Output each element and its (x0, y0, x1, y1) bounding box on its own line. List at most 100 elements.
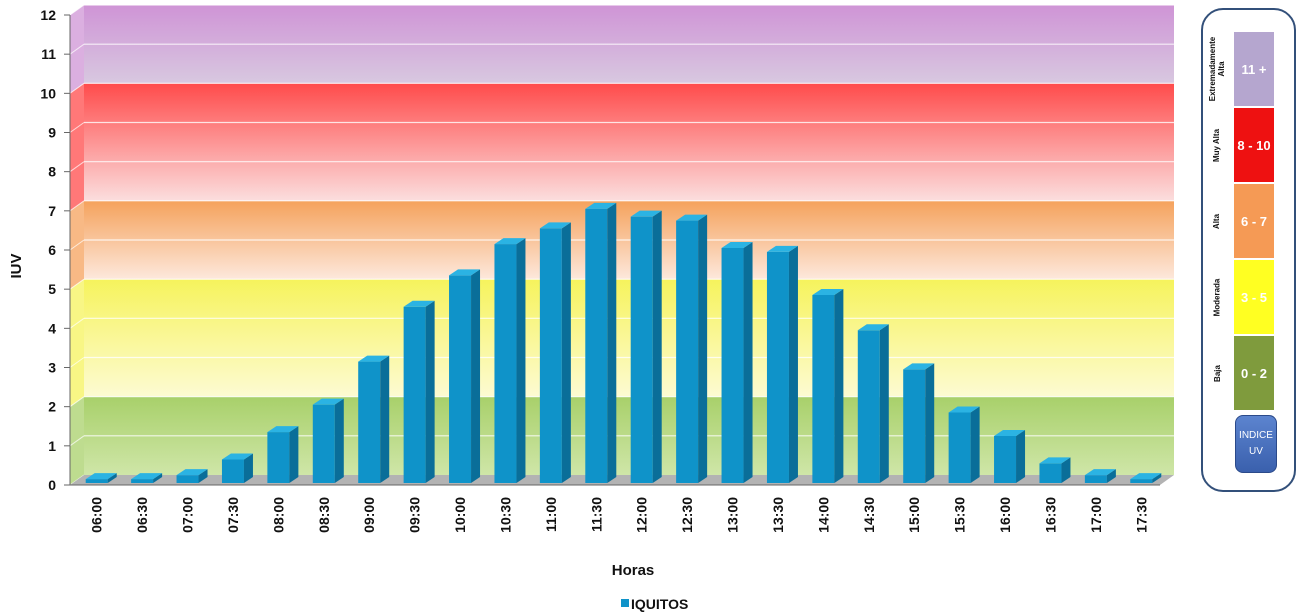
bar-front (131, 479, 154, 483)
x-tick-label: 12:30 (679, 497, 695, 533)
bar (903, 363, 935, 483)
bar-side (425, 300, 435, 483)
uv-scale-row: Baja 0 - 2 (1203, 336, 1294, 410)
bar-front (994, 436, 1017, 483)
bar-side (834, 289, 844, 483)
uv-scale-category-text: Baja (1212, 364, 1222, 382)
gridline-side (69, 239, 85, 251)
bar-side (652, 210, 662, 483)
legend: IQUITOS (621, 596, 688, 612)
uv-scale-category: Baja (1203, 336, 1231, 410)
x-tick-label: 08:00 (270, 497, 286, 533)
x-tick-label: 06:00 (89, 497, 105, 533)
uv-scale-category-text: Moderada (1212, 278, 1222, 316)
y-tick-label: 2 (48, 399, 56, 415)
x-tick-label: 13:00 (725, 497, 741, 533)
x-axis-title: Horas (612, 562, 655, 579)
bar-front (857, 330, 880, 483)
bar-side (471, 269, 481, 483)
gridline-side (69, 4, 85, 16)
bar-front (721, 248, 744, 483)
x-tick-label: 15:00 (906, 497, 922, 533)
bar (358, 355, 390, 483)
bar (994, 430, 1026, 483)
bar-front (449, 275, 472, 483)
x-tick-label: 13:30 (770, 497, 786, 533)
bar-front (312, 404, 335, 483)
bar-side (198, 469, 208, 483)
uv-scale-range: 6 - 7 (1234, 184, 1274, 258)
uv-scale-row: Extremadamente Alta 11 + (1203, 32, 1294, 106)
bar-top (312, 398, 344, 405)
bar (676, 214, 708, 484)
bar (403, 300, 435, 483)
bar-top (176, 469, 208, 476)
x-axis-ticks: 06:00 06:30 07:00 07:30 08:00 08:30 09:00 09:30… (89, 497, 1150, 533)
y-tick-label: 11 (41, 46, 56, 62)
floor (70, 475, 1174, 485)
bar (131, 473, 163, 483)
bar-top (585, 202, 617, 209)
bar-front (85, 479, 108, 483)
gridline-side (69, 278, 85, 290)
gridline-side (69, 317, 85, 329)
y-tick-label: 4 (48, 320, 56, 336)
bar (721, 242, 753, 483)
bar-top (721, 242, 753, 248)
bar (1039, 457, 1071, 483)
x-tick-label: 11:30 (588, 497, 604, 532)
gridline-side (69, 435, 85, 447)
bar (494, 238, 526, 483)
bar-side (879, 324, 889, 483)
bar (857, 324, 889, 483)
bar-side (1106, 469, 1116, 483)
x-tick-label: 07:30 (225, 497, 241, 533)
x-tick-label: 17:00 (1088, 497, 1104, 533)
bar-top (994, 430, 1026, 436)
bar-side (380, 355, 390, 483)
bar-front (948, 412, 971, 483)
uv-band (84, 83, 1174, 201)
bar-top (539, 222, 571, 229)
bar-top (1039, 457, 1071, 464)
x-tick-label: 14:00 (815, 497, 831, 533)
y-tick-label: 10 (40, 85, 56, 101)
bar-side (698, 214, 708, 484)
bar (539, 222, 571, 483)
bar-front (358, 361, 381, 483)
x-tick-label: 15:30 (952, 497, 968, 533)
y-axis-title: IUV (8, 253, 25, 278)
bar-side (561, 222, 571, 483)
bar (1130, 473, 1162, 483)
gridline-side (69, 82, 85, 94)
y-tick-label: 6 (48, 242, 56, 258)
bar-top (1130, 473, 1162, 480)
uv-scale-range: 3 - 5 (1234, 260, 1274, 334)
bar-side (607, 202, 617, 484)
legend-swatch (621, 599, 629, 607)
bar-top (494, 238, 526, 245)
bar (766, 245, 798, 483)
uv-scale-row: Muy Alta 8 - 10 (1203, 108, 1294, 182)
y-tick-label: 3 (48, 360, 56, 376)
bar-front (812, 295, 835, 483)
bar-top (221, 453, 253, 460)
bar-front (494, 244, 517, 483)
y-tick-label: 7 (48, 203, 56, 219)
bar-side (107, 473, 117, 483)
gridline-side (69, 161, 85, 173)
bar-front (267, 432, 290, 483)
uv-index-button[interactable]: INDICE UV (1235, 415, 1277, 473)
bar-top (358, 355, 390, 362)
bar-top (403, 300, 435, 307)
bar-top (857, 324, 889, 331)
bar (630, 210, 662, 483)
uv-scale-category-text: Muy Alta (1212, 128, 1222, 162)
gridline-side (69, 122, 85, 133)
bar-side (289, 426, 299, 483)
bar-front (1130, 479, 1153, 483)
y-tick-label: 0 (48, 477, 56, 493)
bar-front (766, 251, 789, 483)
bar (221, 453, 253, 483)
bar-front (630, 216, 653, 483)
